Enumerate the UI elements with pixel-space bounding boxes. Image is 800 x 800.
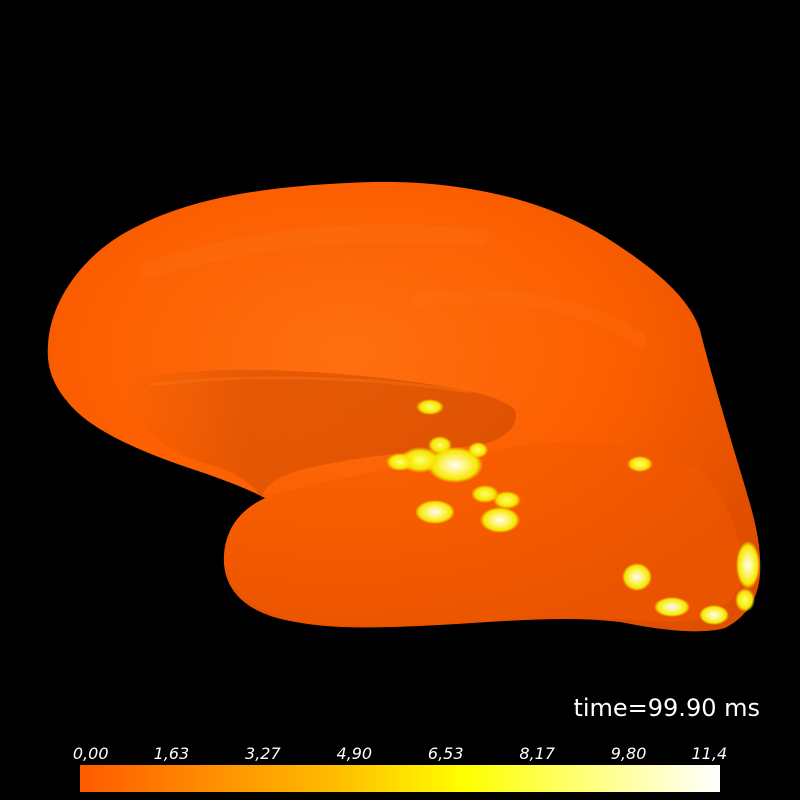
colorbar-tick-label: 0,00 — [72, 744, 109, 763]
colorbar-tick-label: 4,90 — [336, 744, 373, 763]
colorbar-tick-labels: 0,00 1,63 3,27 4,90 6,53 8,17 9,80 11,4 — [0, 744, 800, 766]
colorbar-tick-label: 8,17 — [519, 744, 555, 763]
colorbar-tick-label: 3,27 — [245, 744, 281, 763]
activation-spots — [386, 399, 760, 625]
colorbar-tick-label: 6,53 — [427, 744, 464, 763]
colorbar-gradient — [80, 765, 720, 792]
temporal-lobe — [227, 441, 743, 627]
colorbar-tick-label: 9,80 — [610, 744, 647, 763]
colorbar-tick-label: 1,63 — [153, 744, 190, 763]
colorbar: 0,00 1,63 3,27 4,90 6,53 8,17 9,80 11,4 — [0, 740, 800, 800]
colorbar-tick-label: 11,4 — [691, 744, 728, 763]
fissure-ridge — [149, 376, 471, 394]
time-readout: time=99.90 ms — [573, 694, 760, 722]
gyrus-highlight — [141, 224, 489, 279]
gyrus-highlight-2 — [413, 289, 647, 347]
